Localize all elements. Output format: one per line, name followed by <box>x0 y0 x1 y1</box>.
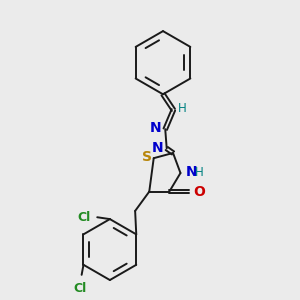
Text: S: S <box>142 150 152 164</box>
Text: H: H <box>195 166 203 179</box>
Text: N: N <box>152 141 163 155</box>
Text: Cl: Cl <box>73 281 86 295</box>
Text: N: N <box>186 165 198 179</box>
Text: N: N <box>150 122 162 136</box>
Text: Cl: Cl <box>77 211 91 224</box>
Text: H: H <box>178 101 187 115</box>
Text: O: O <box>193 184 205 199</box>
